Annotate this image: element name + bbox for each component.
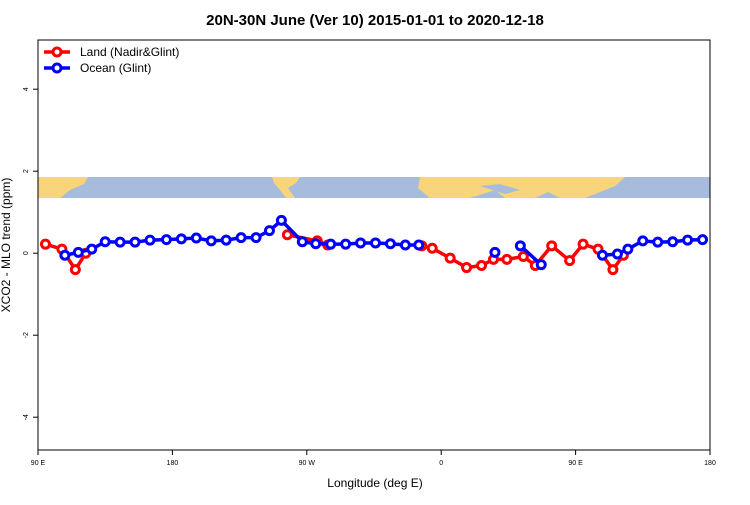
x-axis-label: Longitude (deg E)	[327, 476, 422, 490]
plot-frame	[37, 39, 711, 451]
map-land	[272, 177, 300, 198]
data-point	[275, 214, 287, 226]
data-point	[413, 239, 425, 251]
x-tick-label: 0	[439, 460, 443, 467]
data-point	[667, 236, 679, 248]
data-point	[340, 238, 352, 250]
data-point	[325, 238, 337, 250]
data-point	[546, 240, 558, 252]
y-tick-label: -2	[23, 332, 30, 338]
data-point	[399, 239, 411, 251]
data-point	[250, 232, 262, 244]
data-point	[205, 235, 217, 247]
legend-marker	[51, 46, 63, 58]
data-point	[501, 253, 513, 265]
data-point	[99, 236, 111, 248]
data-point	[637, 235, 649, 247]
data-point	[611, 248, 623, 260]
y-tick-label: 0	[23, 251, 30, 255]
data-point	[69, 264, 81, 276]
map-sea	[480, 184, 520, 194]
data-point	[426, 242, 438, 254]
data-point	[86, 243, 98, 255]
data-point	[144, 234, 156, 246]
data-point	[517, 250, 529, 262]
data-point	[596, 249, 608, 261]
data-point	[697, 234, 709, 246]
legend-label: Ocean (Glint)	[80, 61, 151, 75]
data-point	[384, 238, 396, 250]
y-tick-label: 4	[23, 87, 30, 91]
y-tick-label: -4	[23, 414, 30, 420]
map-land	[38, 177, 88, 198]
data-point	[355, 237, 367, 249]
data-point	[461, 262, 473, 274]
legend-marker	[51, 62, 63, 74]
legend-label: Land (Nadir&Glint)	[80, 45, 179, 59]
data-point	[281, 229, 293, 241]
data-point	[310, 238, 322, 250]
data-point	[607, 264, 619, 276]
map-land	[418, 177, 625, 198]
data-point	[369, 237, 381, 249]
data-point	[39, 238, 51, 250]
data-point	[72, 246, 84, 258]
data-point	[129, 236, 141, 248]
data-point	[682, 234, 694, 246]
data-point	[263, 225, 275, 237]
x-tick-label: 90 E	[568, 460, 583, 467]
data-point	[652, 236, 664, 248]
data-point	[296, 236, 308, 248]
x-tick-label: 90 E	[31, 460, 46, 467]
data-point	[220, 234, 232, 246]
x-tick-label: 180	[167, 460, 179, 467]
chart-title: 20N-30N June (Ver 10) 2015-01-01 to 2020…	[206, 12, 544, 29]
data-point	[160, 234, 172, 246]
data-point	[577, 238, 589, 250]
data-point	[190, 232, 202, 244]
x-tick-label: 180	[704, 460, 716, 467]
data-point	[59, 249, 71, 261]
y-axis-label: XCO2 - MLO trend (ppm)	[0, 178, 13, 313]
data-point	[514, 240, 526, 252]
data-point	[175, 233, 187, 245]
data-point	[489, 246, 501, 258]
data-point	[476, 260, 488, 271]
data-point	[114, 236, 126, 248]
x-tick-label: 90 W	[299, 460, 316, 467]
y-tick-label: 2	[23, 169, 30, 173]
data-point	[535, 259, 547, 271]
data-point	[622, 243, 634, 255]
data-point	[235, 232, 247, 244]
data-point	[444, 252, 456, 264]
map-strip	[38, 177, 710, 198]
data-point	[564, 255, 576, 267]
